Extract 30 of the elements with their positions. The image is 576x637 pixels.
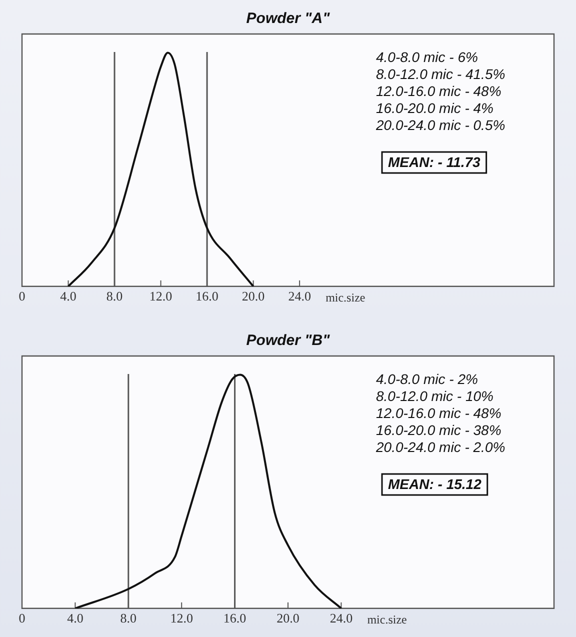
x-tick-label: 24.0 [330,610,353,626]
annotation: 12.0-16.0 mic - 48% [376,83,502,99]
x-tick-label: 16.0 [196,288,218,304]
x-tick-label: 16.0 [223,610,246,626]
x-tick-label: 0 [18,288,26,304]
x-tick-label: 0 [18,610,26,626]
x-tick-label: 12.0 [170,610,193,626]
x-tick-label: 4.0 [67,610,84,626]
annotation: 20.0-24.0 mic - 0.5% [375,117,506,133]
annotation: 8.0-12.0 mic - 10% [376,388,494,404]
chart-title: Powder "A" [246,10,331,28]
x-tick-label: 12.0 [149,288,172,304]
annotation: 20.0-24.0 mic - 2.0% [375,439,506,455]
x-tick-label: 4.0 [60,288,76,304]
annotation: 16.0-20.0 mic - 4% [376,100,494,116]
annotation: 4.0-8.0 mic - 6% [376,49,478,65]
x-tick-label: 20.0 [242,288,265,304]
annotation: 8.0-12.0 mic - 41.5% [376,66,506,82]
annotation: MEAN: - 11.73 [388,154,481,170]
chart-title: Powder "B" [246,332,331,350]
annotation: 12.0-16.0 mic - 48% [376,405,502,421]
x-tick-label: 8.0 [120,610,137,626]
x-axis-title: mic.size [367,612,407,627]
annotation: 4.0-8.0 mic - 2% [376,371,478,387]
x-tick-label: 20.0 [276,610,300,626]
x-tick-label: 8.0 [106,288,123,304]
annotation: 16.0-20.0 mic - 38% [376,422,502,438]
annotation: MEAN: - 15.12 [388,476,482,492]
x-axis-title: mic.size [326,290,366,305]
x-tick-label: 24.0 [288,288,311,304]
